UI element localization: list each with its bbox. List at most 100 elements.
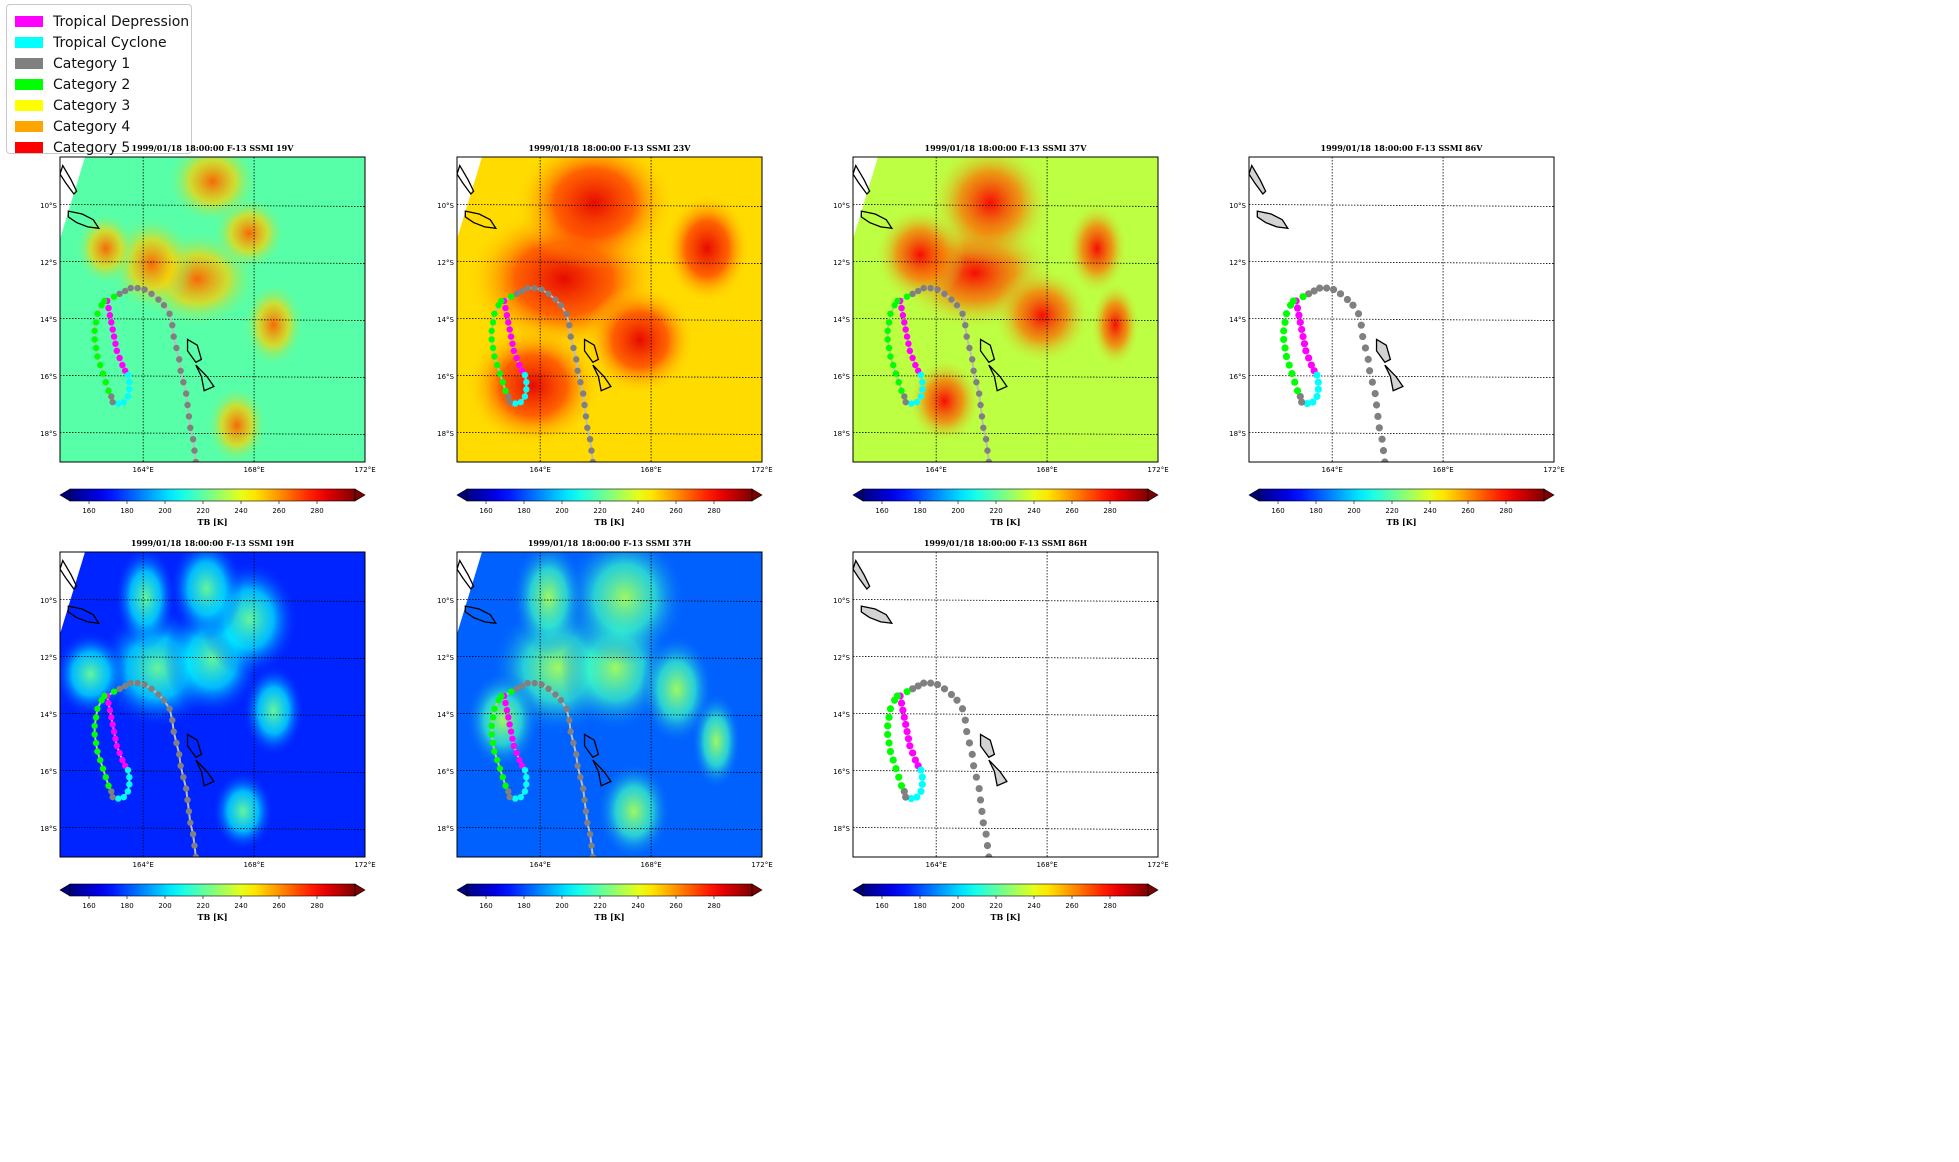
track-point: [903, 727, 911, 736]
track-point: [176, 751, 183, 758]
track-point: [1361, 344, 1370, 352]
island-outline: [1384, 364, 1404, 392]
track-point: [1359, 332, 1367, 341]
track-point: [1298, 398, 1306, 406]
track-point: [586, 435, 594, 443]
track-point: [124, 788, 132, 795]
field-blob: [466, 324, 601, 447]
field-blob: [640, 634, 714, 745]
colorbar-tick-label: 240: [1027, 902, 1040, 910]
panel-title: 1999/01/18 18:00:00 F-13 SSMI 86H: [924, 538, 1088, 548]
colorbar-label: TB [K]: [197, 912, 227, 922]
colorbar-tick-label: 280: [310, 507, 323, 515]
panel-frame: [59, 156, 366, 463]
track-point: [105, 387, 112, 394]
track-point: [586, 830, 594, 838]
island-outline: [457, 163, 475, 196]
track-point: [488, 722, 495, 730]
panel-frame: [852, 551, 1159, 858]
track-point: [976, 796, 985, 804]
colorbar-low-extension: [1248, 488, 1260, 502]
track-point: [566, 716, 573, 724]
track-point: [1384, 470, 1391, 477]
track-point: [1368, 378, 1376, 386]
track-point: [905, 340, 912, 347]
track-point: [918, 773, 926, 781]
track-point: [917, 393, 925, 400]
legend-label: Category 1: [53, 55, 131, 72]
track-point: [521, 371, 529, 379]
track-point: [177, 762, 184, 769]
track-point: [121, 682, 129, 690]
track-point: [189, 830, 197, 838]
track-point: [1296, 318, 1304, 326]
track-point: [510, 347, 518, 355]
field-blob: [664, 193, 750, 304]
field-blob: [166, 157, 259, 225]
track-point: [182, 785, 190, 792]
track-point: [187, 819, 194, 826]
track-point: [1366, 367, 1374, 375]
colorbar-tick-label: 240: [631, 902, 644, 910]
colorbar-tick-label: 160: [82, 902, 95, 910]
track-point: [489, 319, 497, 326]
track-point: [579, 390, 587, 397]
track-point: [978, 807, 986, 815]
track-point: [898, 387, 905, 394]
track-point: [920, 679, 928, 687]
colorbar-frame: [466, 488, 753, 502]
panel-content: [457, 552, 762, 871]
latitude-tick-label: 10°S: [437, 597, 454, 605]
track-point: [195, 865, 201, 871]
track-point: [909, 749, 917, 757]
track-point: [584, 819, 591, 826]
track-point: [592, 865, 598, 871]
colorbar-high-extension: [1543, 488, 1555, 502]
track-point: [109, 721, 116, 728]
track-point: [124, 393, 132, 400]
legend-swatch: [15, 142, 43, 153]
panel-title: 1999/01/18 18:00:00 F-13 SSMI 19H: [131, 538, 295, 548]
island-outline: [186, 733, 203, 759]
track-point: [567, 333, 574, 340]
track-point: [913, 398, 920, 406]
latitude-tick-label: 14°S: [437, 711, 454, 719]
track-point: [1336, 290, 1345, 298]
track-point: [94, 705, 101, 712]
track-point: [108, 788, 115, 795]
track-point: [488, 327, 495, 335]
track-point: [1289, 297, 1297, 305]
panel-content: [1249, 157, 1554, 477]
track-point: [545, 290, 552, 298]
track-point: [516, 756, 523, 764]
longitude-tick-label: 164°E: [530, 861, 551, 869]
track-point: [531, 679, 538, 687]
latitude-tick-label: 16°S: [437, 768, 454, 776]
track-point: [895, 378, 902, 386]
track-point: [887, 353, 894, 360]
colorbar-tick-label: 180: [517, 507, 530, 515]
track-point: [1280, 327, 1288, 335]
track-point: [505, 714, 512, 721]
latitude-tick-label: 18°S: [1229, 430, 1246, 438]
track-point: [890, 361, 897, 369]
track-point: [109, 793, 116, 801]
track-point: [518, 682, 526, 690]
legend-item-tropical-cyclone: Tropical Cyclone: [15, 32, 183, 53]
track-point: [141, 286, 148, 293]
track-point: [173, 344, 180, 352]
track-point: [574, 367, 581, 374]
latitude-tick-label: 10°S: [437, 202, 454, 210]
track-point: [570, 739, 577, 747]
track-point: [524, 679, 531, 687]
track-point: [99, 765, 107, 772]
track-point: [917, 766, 925, 774]
track-point: [909, 290, 916, 298]
colorbar-tick-label: 260: [1065, 507, 1078, 515]
island-outline: [979, 338, 996, 364]
field-blob: [169, 552, 243, 641]
track-point: [513, 749, 520, 757]
track-point: [509, 340, 516, 347]
colorbar-gradient-bar: [70, 489, 355, 501]
